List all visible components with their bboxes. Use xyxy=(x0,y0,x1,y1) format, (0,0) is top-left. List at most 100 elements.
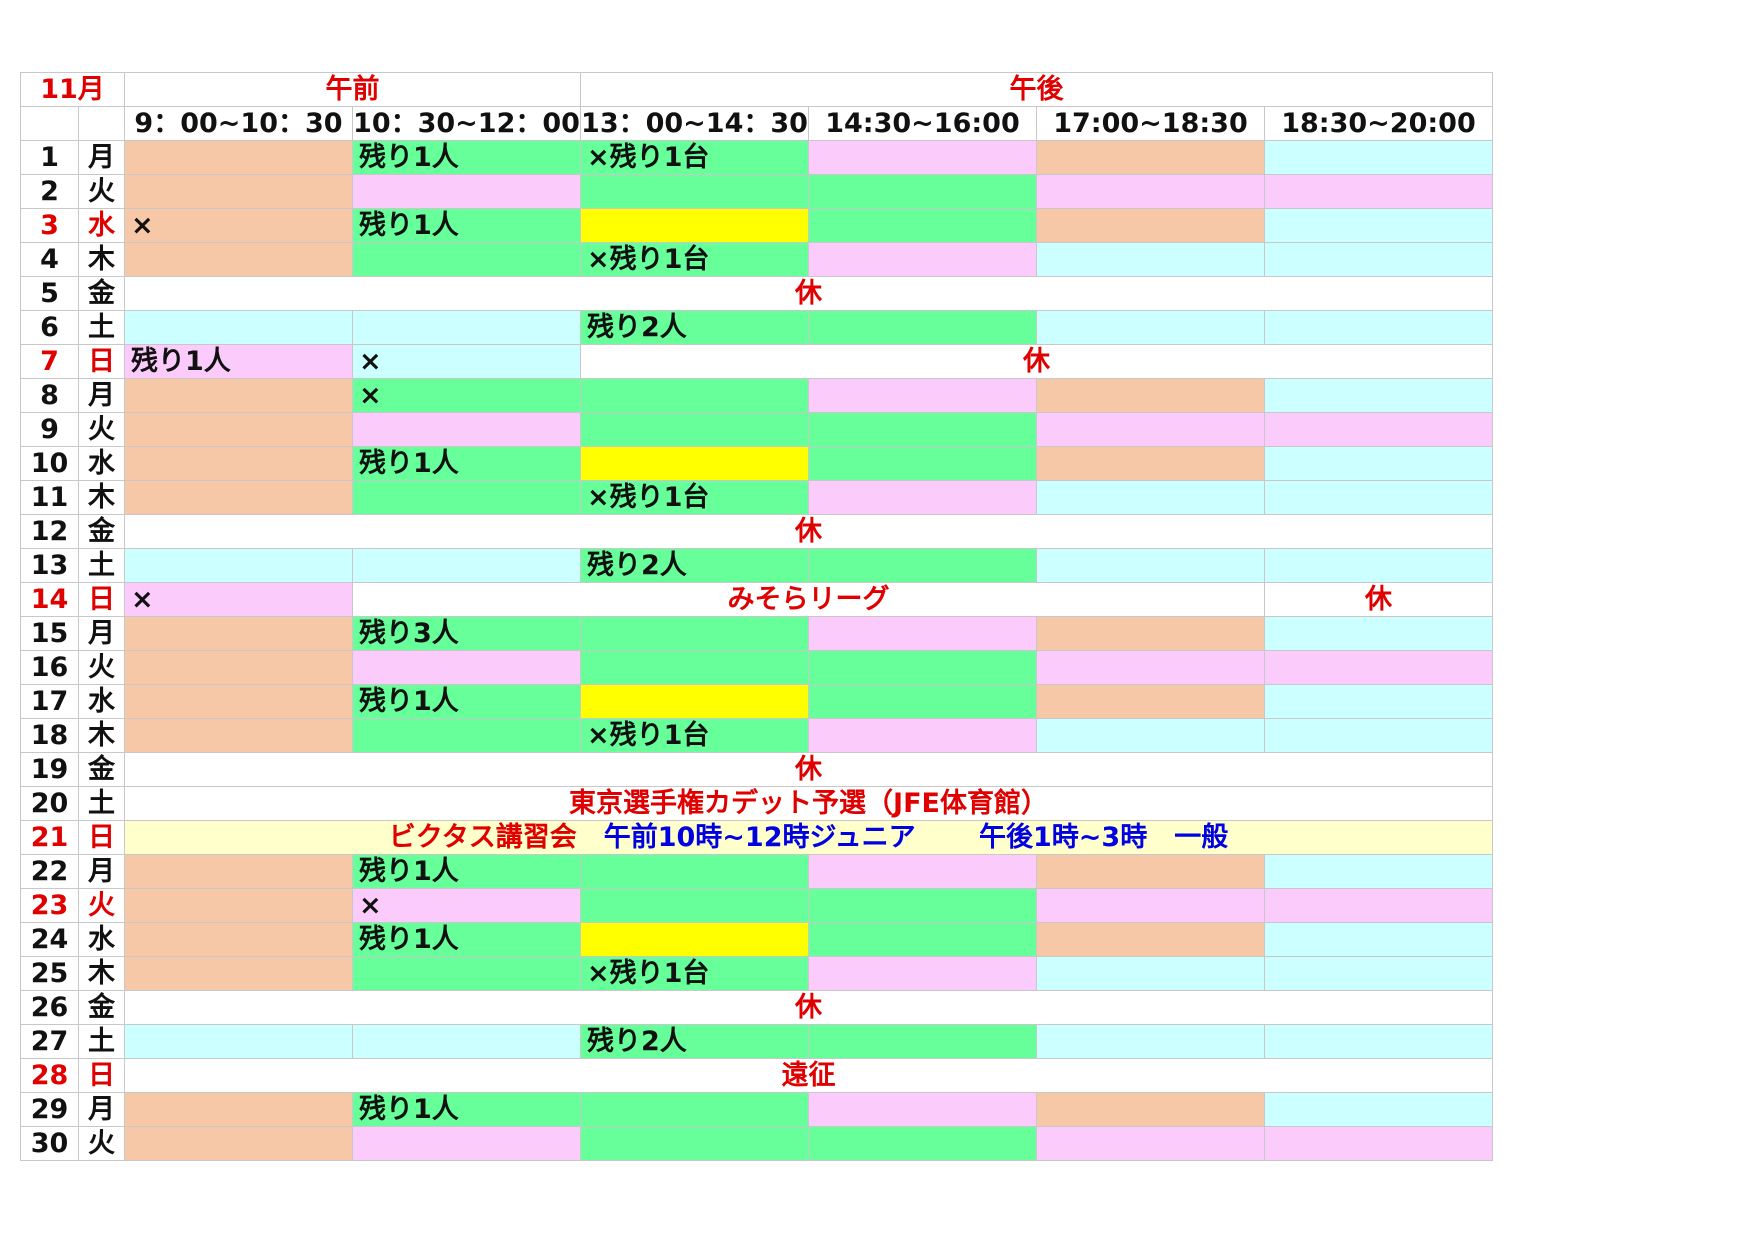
date-cell: 20 xyxy=(20,786,79,821)
slot-cell xyxy=(808,208,1037,243)
day-row: 10 水 残り1人 xyxy=(20,446,1493,481)
slot-cell xyxy=(1264,1024,1493,1059)
slot-cell xyxy=(808,650,1037,685)
weekday-cell: 月 xyxy=(78,616,125,651)
weekday-cell: 水 xyxy=(78,922,125,957)
day-row: 3 水 × 残り1人 xyxy=(20,208,1493,243)
weekday-cell: 金 xyxy=(78,276,125,311)
slot-cell: 残り1人 xyxy=(352,684,581,719)
slot-cell: ×残り1台 xyxy=(580,480,809,515)
slot-cell: × xyxy=(124,582,353,617)
date-cell: 21 xyxy=(20,820,79,855)
slot-cell xyxy=(1264,684,1493,719)
slot-cell xyxy=(1036,480,1265,515)
slot-cell xyxy=(124,718,353,753)
slot-cell xyxy=(808,718,1037,753)
slot-cell xyxy=(352,1024,581,1059)
slot-cell xyxy=(1264,1126,1493,1161)
slot-cell xyxy=(1264,310,1493,345)
slot-cell xyxy=(1036,140,1265,175)
weekday-cell: 土 xyxy=(78,786,125,821)
span-note-cell: ビクタス講習会 午前10時~12時ジュニア 午後1時~3時 一般 xyxy=(124,820,1493,855)
slot-cell: 残り1人 xyxy=(352,140,581,175)
weekday-cell: 土 xyxy=(78,310,125,345)
date-cell: 1 xyxy=(20,140,79,175)
slot-cell: 残り1人 xyxy=(124,344,353,379)
slot-cell xyxy=(808,922,1037,957)
slot-cell xyxy=(1264,378,1493,413)
slot-header: 14:30~16:00 xyxy=(808,106,1037,141)
am-label: 午前 xyxy=(124,72,581,107)
slot-cell xyxy=(124,650,353,685)
slot-cell xyxy=(580,208,809,243)
notice-text: 午前10時~12時ジュニア 午後1時~3時 一般 xyxy=(576,822,1229,853)
slot-cell xyxy=(580,888,809,923)
slot-cell xyxy=(808,1092,1037,1127)
span-note-cell: 休 xyxy=(124,752,1493,787)
slot-cell: 残り1人 xyxy=(352,1092,581,1127)
slot-cell xyxy=(808,446,1037,481)
slot-cell xyxy=(124,446,353,481)
slot-cell xyxy=(580,378,809,413)
slot-cell xyxy=(124,888,353,923)
date-cell: 5 xyxy=(20,276,79,311)
day-row: 22 月 残り1人 xyxy=(20,854,1493,889)
day-row: 4 木 ×残り1台 xyxy=(20,242,1493,277)
slot-cell xyxy=(1264,616,1493,651)
slot-cell xyxy=(1036,446,1265,481)
date-cell: 22 xyxy=(20,854,79,889)
slot-cell xyxy=(580,616,809,651)
day-row: 25 木 ×残り1台 xyxy=(20,956,1493,991)
weekday-cell: 月 xyxy=(78,140,125,175)
slot-cell: 残り1人 xyxy=(352,208,581,243)
date-cell: 3 xyxy=(20,208,79,243)
slot-cell xyxy=(124,242,353,277)
date-cell: 2 xyxy=(20,174,79,209)
day-row: 20 土東京選手権カデット予選（JFE体育館） xyxy=(20,786,1493,821)
date-cell: 13 xyxy=(20,548,79,583)
slot-cell xyxy=(808,1024,1037,1059)
slot-cell xyxy=(124,684,353,719)
day-row: 16 火 xyxy=(20,650,1493,685)
weekday-cell: 水 xyxy=(78,446,125,481)
slot-cell xyxy=(1036,922,1265,957)
slot-cell: 残り2人 xyxy=(580,1024,809,1059)
day-row: 12 金休 xyxy=(20,514,1493,549)
month-label: 11月 xyxy=(20,72,125,107)
slot-cell xyxy=(580,174,809,209)
slot-header: 13：00~14：30 xyxy=(580,106,809,141)
slot-cell xyxy=(352,1126,581,1161)
slot-cell xyxy=(580,412,809,447)
slot-cell xyxy=(808,174,1037,209)
slot-cell xyxy=(580,684,809,719)
date-cell: 11 xyxy=(20,480,79,515)
slot-cell: 休 xyxy=(1264,582,1493,617)
day-row: 6 土 残り2人 xyxy=(20,310,1493,345)
weekday-cell: 火 xyxy=(78,888,125,923)
slot-cell xyxy=(124,310,353,345)
slot-cell xyxy=(1036,684,1265,719)
slot-cell xyxy=(580,1126,809,1161)
slot-cell xyxy=(808,854,1037,889)
slot-cell xyxy=(124,378,353,413)
span-note-cell: みそらリーグ xyxy=(352,582,1265,617)
slot-cell xyxy=(1036,650,1265,685)
span-note-cell: 休 xyxy=(124,990,1493,1025)
slot-cell xyxy=(808,378,1037,413)
slot-cell: 残り1人 xyxy=(352,854,581,889)
slot-cell xyxy=(1264,854,1493,889)
slot-cell: 残り1人 xyxy=(352,446,581,481)
span-note-cell: 休 xyxy=(124,276,1493,311)
slot-cell xyxy=(1036,888,1265,923)
date-cell: 28 xyxy=(20,1058,79,1093)
weekday-cell: 火 xyxy=(78,412,125,447)
slot-cell xyxy=(1036,242,1265,277)
slot-cell xyxy=(808,956,1037,991)
date-cell: 14 xyxy=(20,582,79,617)
slot-cell xyxy=(1036,378,1265,413)
slot-cell xyxy=(1036,616,1265,651)
slot-cell xyxy=(124,480,353,515)
slot-cell: 残り2人 xyxy=(580,310,809,345)
slot-cell xyxy=(1036,548,1265,583)
